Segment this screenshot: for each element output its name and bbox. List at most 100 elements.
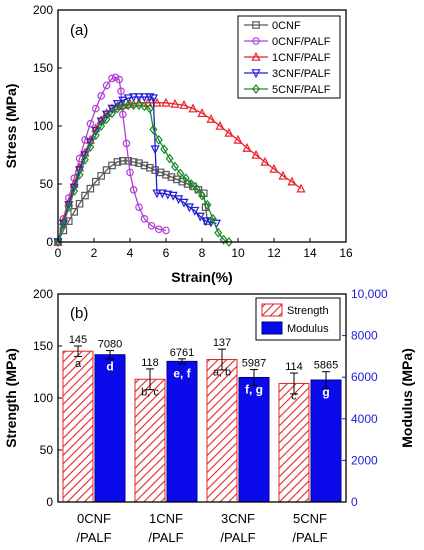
y-axis-title-a: Stress (MPa) xyxy=(3,84,19,169)
y-axis-title-b: Strength (MPa) xyxy=(3,348,19,448)
data-point xyxy=(146,163,154,172)
legend-swatch xyxy=(261,303,283,317)
data-point xyxy=(208,213,217,224)
legend-label: Strength xyxy=(287,305,329,317)
bar-strength xyxy=(134,378,166,503)
group-letter: g xyxy=(322,385,329,399)
data-point xyxy=(179,198,189,208)
y-tick-label-b: 100 xyxy=(33,391,53,405)
data-point xyxy=(102,166,111,174)
bar-strength xyxy=(206,359,238,503)
data-point xyxy=(179,100,189,109)
data-point xyxy=(129,186,138,194)
data-point xyxy=(123,94,133,104)
legend-b: Strength Modulus xyxy=(255,297,341,341)
x-axis-title-a: Strain(%) xyxy=(171,269,232,285)
group-letter: f, g xyxy=(245,382,263,396)
plot-frame-a xyxy=(57,9,347,243)
x-tick-label-a: 4 xyxy=(127,246,134,260)
x-tick-label-a: 14 xyxy=(303,246,317,260)
data-point xyxy=(75,169,84,180)
data-point xyxy=(287,176,297,186)
series-5cnf-palf xyxy=(54,100,233,247)
data-point xyxy=(156,168,165,177)
group-letter: d xyxy=(106,360,113,374)
legend-label: 0CNF/PALF xyxy=(272,36,331,48)
data-point xyxy=(198,190,206,201)
y-tick-label-a: 150 xyxy=(33,61,53,75)
y-tick-label-b: 50 xyxy=(40,443,54,457)
data-point xyxy=(260,156,270,166)
data-point xyxy=(140,101,149,112)
bar-group: 114 c 5865 g 5CNF/PALF xyxy=(278,360,342,545)
category-label: /PALF xyxy=(148,530,183,545)
data-point xyxy=(129,100,138,111)
data-point xyxy=(59,219,68,230)
group-letter: a xyxy=(75,358,82,370)
legend-swatch xyxy=(261,321,283,335)
x-tick-label-a: 16 xyxy=(339,246,353,260)
y2-axis-title-b: Modulus (MPa) xyxy=(399,348,415,448)
series-0cnf-palf xyxy=(54,73,170,246)
panel-label-a: (a) xyxy=(70,22,88,39)
data-point xyxy=(64,202,73,213)
data-point xyxy=(233,134,243,144)
data-point xyxy=(187,179,196,189)
legend-marker xyxy=(252,84,260,94)
y2-tick-label-b: 10,000 xyxy=(351,287,388,301)
data-point xyxy=(113,158,122,166)
group-letter: a, b xyxy=(213,367,231,379)
data-point xyxy=(214,227,223,238)
data-point xyxy=(206,113,216,123)
data-point xyxy=(195,212,205,222)
data-point xyxy=(75,199,84,208)
legend-marker xyxy=(251,51,261,61)
value-label: 5865 xyxy=(314,360,338,372)
data-point xyxy=(102,81,111,90)
value-label: 5987 xyxy=(242,358,266,370)
data-point xyxy=(139,93,149,103)
data-point xyxy=(86,119,95,128)
data-point xyxy=(92,104,100,113)
x-tick-label-a: 2 xyxy=(91,246,98,260)
data-point xyxy=(108,74,116,83)
data-point xyxy=(140,215,149,223)
data-point xyxy=(70,185,79,196)
data-point xyxy=(112,100,122,110)
data-point xyxy=(145,103,154,114)
data-point xyxy=(129,158,138,166)
category-label: /PALF xyxy=(220,530,255,545)
data-point xyxy=(215,120,225,130)
y-tick-label-a: 50 xyxy=(40,177,54,191)
series-line xyxy=(57,96,217,243)
legend-label: 1CNF/PALF xyxy=(272,52,331,64)
x-tick-label-a: 8 xyxy=(199,246,206,260)
data-point xyxy=(203,199,212,210)
value-label: 145 xyxy=(69,334,87,346)
y-tick-label-a: 100 xyxy=(33,119,53,133)
data-point xyxy=(171,161,179,172)
legend-label: 0CNF xyxy=(272,20,301,32)
data-point xyxy=(162,170,170,179)
data-point xyxy=(190,206,200,216)
y2-tick-label-b: 2000 xyxy=(351,453,378,467)
bar-strength xyxy=(62,350,94,503)
bar-group: 145 a 7080 d 0CNF/PALF xyxy=(62,334,126,545)
legend-label: 5CNF/PALF xyxy=(272,84,331,96)
group-letter: b, c xyxy=(141,386,159,398)
data-point xyxy=(134,93,144,103)
data-point xyxy=(167,173,176,181)
data-point xyxy=(113,103,122,114)
data-point xyxy=(118,96,128,106)
data-point xyxy=(165,153,174,164)
data-point xyxy=(148,94,158,104)
data-point xyxy=(96,117,106,127)
legend-marker xyxy=(251,69,261,79)
data-point xyxy=(86,141,95,152)
data-point xyxy=(149,124,158,135)
value-label: 7080 xyxy=(98,339,122,351)
data-point xyxy=(124,100,133,111)
data-point xyxy=(188,103,198,113)
data-point xyxy=(126,168,134,177)
